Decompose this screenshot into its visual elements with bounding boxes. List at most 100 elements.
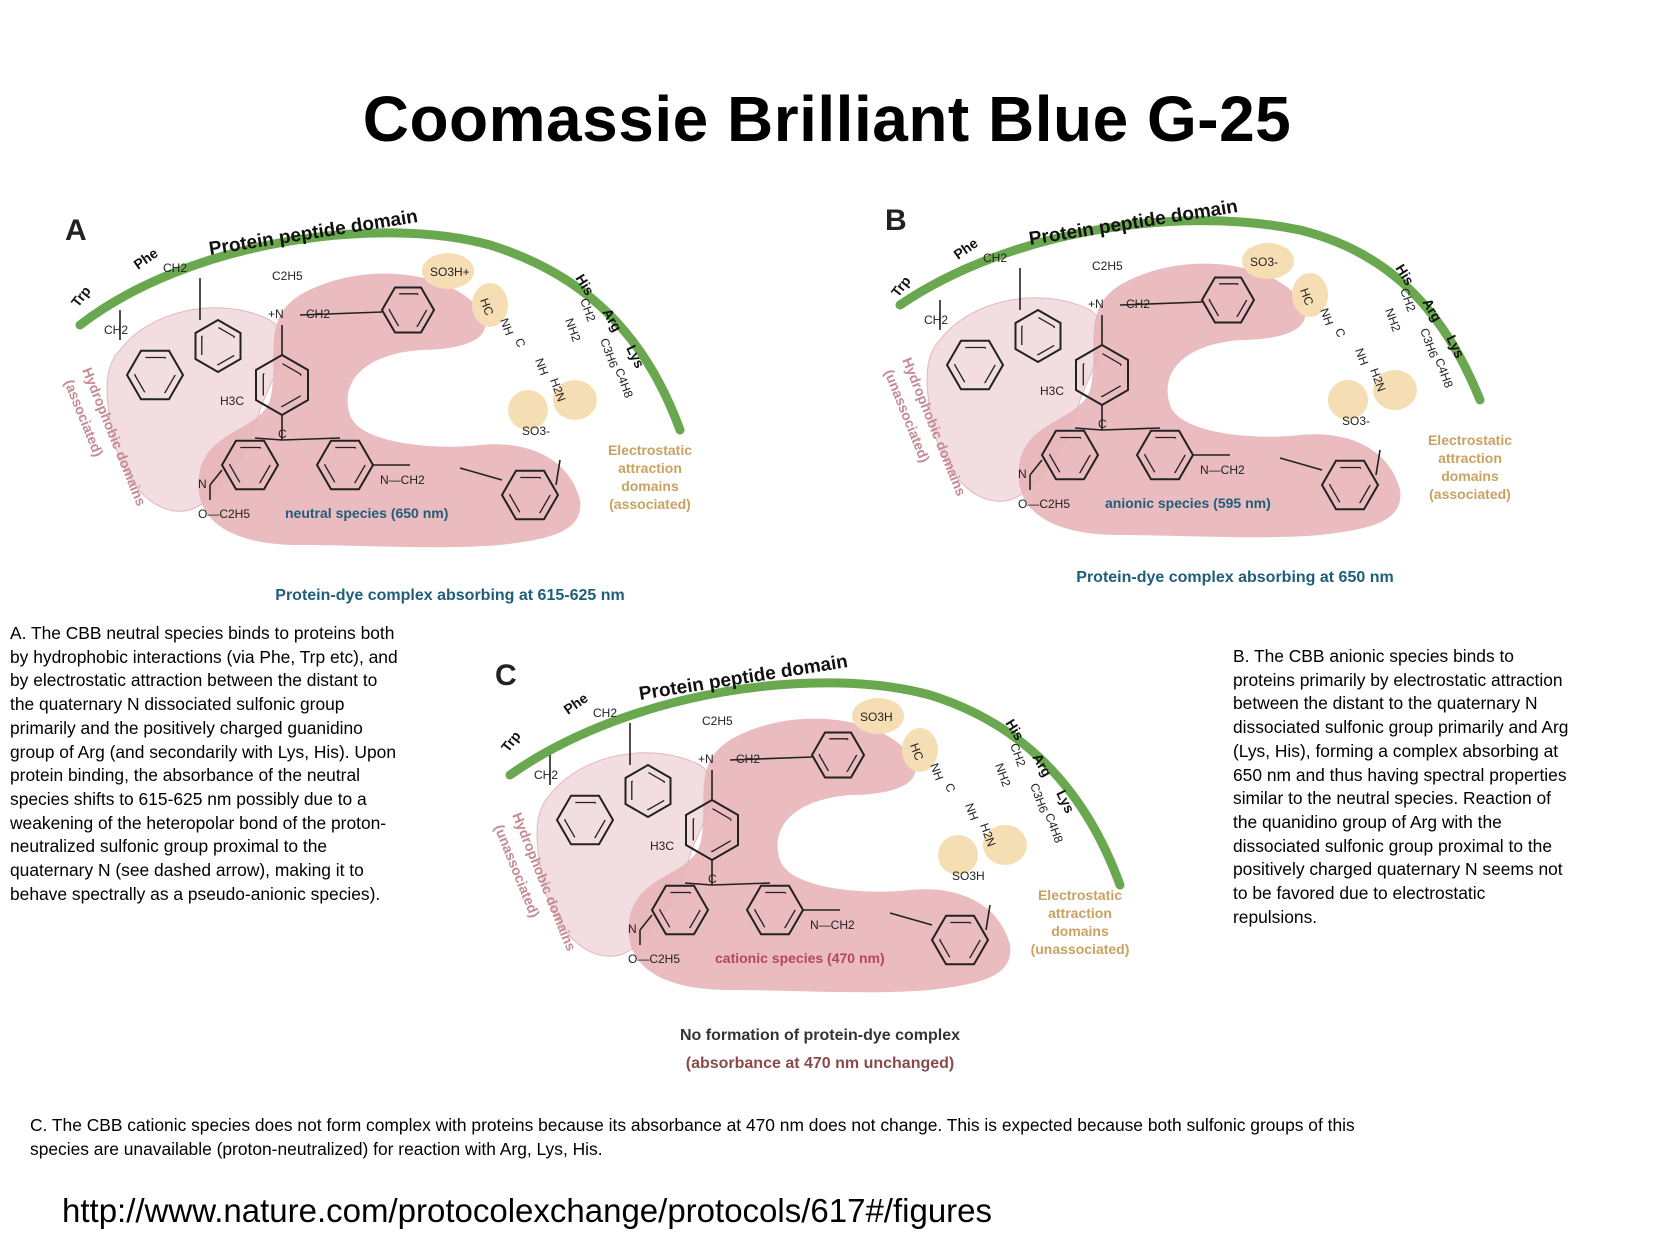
label-guanidino-8: C4H8 [1042,811,1066,845]
benzyl-ring-top-inner [1208,283,1248,317]
panel-letter: B [885,204,907,237]
caption-a-line: group of Arg (and secondarily with Lys, … [10,741,396,762]
label-sulfonic-bottom: SO3H [952,869,985,883]
label-n-ch2: N—CH2 [380,473,425,487]
electrostatic-label-0: Electrostatic [1428,432,1512,448]
label-n: N [1018,467,1027,481]
label-guanidino-3: NH [962,801,981,822]
phe-ring-inner [1021,316,1055,356]
label-ch2: CH2 [1126,297,1150,311]
dye-molecule-blob [628,718,1011,993]
caption-c-line: species are unavailable (proton-neutrali… [30,1138,603,1159]
phenyl-ring-left-inner [659,891,701,929]
panel-letter: A [65,214,87,247]
label-guanidino-8: C4H8 [612,366,636,400]
phenyl-ring-left [220,439,280,491]
label-phe-ch2: CH2 [163,261,187,275]
caption-b-line: repulsions. [1233,906,1318,927]
caption-a-line: weakening of the heteropolar bond of the… [10,812,387,833]
label-n-plus: +N [698,752,714,766]
caption-a-line: neutralized sulfonic group proximal to t… [10,836,328,857]
label-trp-ch2: CH2 [104,323,128,337]
label-n-plus: +N [1088,297,1104,311]
phenyl-ring-right [315,439,375,491]
caption-a-line: quaternary N (see dashed arrow), making … [10,860,364,881]
caption-c: C. The CBB cationic species does not for… [30,1114,1650,1161]
caption-b-line: to be favored due to electrostatic [1233,883,1486,904]
label-guanidino-5: NH2 [992,761,1013,789]
caption-a-line: by hydrophobic interactions (via Phe, Tr… [10,646,398,667]
benzyl-ring-bottom-inner [509,476,551,514]
caption-a-line: by electrostatic attraction between the … [10,670,378,691]
aa-lys: Lys [623,342,648,370]
label-guanidino-8: C4H8 [1432,356,1456,390]
panel-a-svg: A Protein peptide domainTrpPheHisArgLysC2… [61,206,692,604]
label-phe-ch2: CH2 [983,251,1007,265]
label-guanidino-4: H2N [547,376,568,403]
phenyl-ring-right-inner [754,891,796,929]
phenyl-ring-left [650,884,710,936]
guanidino-blob-1 [1292,273,1328,317]
label-guanidino-1: NH [927,761,946,782]
label-guanidino-0: HC [1297,286,1316,307]
electrostatic-label-3: (associated) [1429,486,1511,502]
phenyl-ring-right-inner [1144,436,1186,474]
lysine-blob [983,825,1027,865]
quinoid-ring-inner [1082,352,1122,398]
aa-phe: Phe [951,235,981,263]
benzyl-ring-bottom [1320,459,1380,511]
benzyl-ring-top-inner [818,738,858,772]
label-sulfonic-bottom: SO3- [522,424,550,438]
label-trp-ch2: CH2 [924,313,948,327]
caption-b-line: (Lys, His), forming a complex absorbing … [1233,740,1559,761]
label-guanidino-0: HC [477,296,496,317]
trp-ring-inner [954,346,996,384]
label-guanidino-1: NH [497,316,516,337]
quinoid-ring-inner [262,362,302,408]
protein-backbone-arc [75,228,685,435]
label-sulfonic-top: SO3H [860,710,893,724]
label-c: C [1098,417,1107,431]
label-c: C [278,427,287,441]
benzyl-ring-top [380,286,436,334]
guanidino-blob-1 [902,728,938,772]
label-n-ch2: N—CH2 [1200,463,1245,477]
complex-label-2: (absorbance at 470 nm unchanged) [686,1055,955,1072]
label-sulfonic-top: SO3- [1250,255,1278,269]
caption-a-line: A. The CBB neutral species binds to prot… [10,623,395,643]
species-label: anionic species (595 nm) [1105,495,1271,511]
label-ch2: CH2 [306,307,330,321]
panel-a-diagram: A Protein peptide domain Trp Phe His Arg Lys C2… [60,200,760,610]
label-guanidino-2: C [512,336,528,349]
caption-b-line: B. The CBB anionic species binds to [1233,646,1514,666]
aa-trp: Trp [498,728,524,755]
phenyl-ring-right [1135,429,1195,481]
label-guanidino-2: C [942,781,958,794]
trp-ring [945,339,1005,391]
panel-b-diagram: B Protein peptide domain Trp Phe His Arg Lys C2… [880,190,1540,600]
label-guanidino-0: HC [907,741,926,762]
protein-backbone-arc [895,216,1485,405]
electrostatic-label-1: attraction [1438,450,1502,466]
electrostatic-label-1: attraction [618,460,682,476]
caption-c-line: C. The CBB cationic species does not for… [30,1115,1355,1135]
label-h3c: H3C [650,839,674,853]
benzyl-ring-bottom-inner [1329,466,1371,504]
label-guanidino-2: C [1332,326,1348,339]
panel-c-diagram: C Protein peptide domain Trp Phe His Arg Lys C2… [490,645,1190,1085]
phenyl-ring-right-inner [324,446,366,484]
electrostatic-label-0: Electrostatic [1038,887,1122,903]
label-guanidino-7: C3H6 [1417,326,1441,360]
aa-his: His [1392,261,1417,288]
complex-label-1: No formation of protein-dye complex [680,1027,960,1044]
aa-his: His [572,271,597,298]
dye-molecule-blob [198,273,581,548]
caption-b-line: dissociated sulfonic group proximal to t… [1233,835,1553,856]
sulfonic-top-blob [422,253,474,289]
label-sulfonic-top: SO3H+ [430,265,470,279]
guanidino-blob-2 [938,835,978,875]
label-guanidino-3: NH [532,356,551,377]
chemical-bonds [119,278,561,500]
label-n: N [198,477,207,491]
chemical-bonds [549,723,991,945]
